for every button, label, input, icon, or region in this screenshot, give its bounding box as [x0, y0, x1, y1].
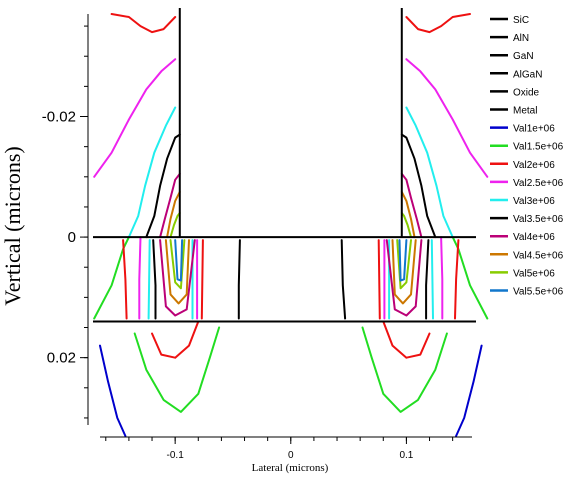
legend-label: Val2.5e+06: [513, 178, 564, 189]
contour-Val2e+06-3: [200, 239, 204, 320]
contour-Val3e+06-4: [430, 239, 434, 320]
legend-label: Val3e+06: [513, 196, 555, 207]
legend-label: Val1.5e+06: [513, 142, 564, 153]
contour-Val2e+06-2: [151, 320, 200, 359]
contour-Val4.5e+06-3: [400, 190, 416, 239]
contour-Val2.5e+06-0: [93, 58, 177, 178]
contour-Val3.5e+06-3: [340, 239, 347, 320]
y-axis-label: Vertical (microns): [0, 146, 25, 305]
legend-label: Oxide: [513, 87, 540, 98]
x-tick-label: 0: [288, 450, 294, 461]
legend-label: Val2e+06: [513, 160, 555, 171]
contour-Val5.5e+06-0: [174, 239, 184, 282]
contour-Val4.5e+06-1: [164, 239, 190, 305]
contour-Val2e+06-5: [382, 320, 431, 359]
y-tick-label: -0.02: [42, 109, 76, 126]
contour-Val3.5e+06-4: [425, 239, 430, 320]
contour-Val1.5e+06-2: [361, 326, 448, 413]
contour-Val3e+06-5: [405, 106, 454, 239]
legend-label: Val5e+06: [513, 268, 555, 279]
contour-Val2.5e+06-5: [405, 58, 489, 178]
contour-Val4e+06-1: [159, 239, 196, 317]
legend-label: SiC: [513, 15, 529, 26]
contour-Val3.5e+06-2: [237, 239, 241, 320]
contour-Val4e+06-3: [400, 172, 423, 239]
contour-Val2e+06-7: [405, 13, 471, 34]
contour-Val3.5e+06-5: [400, 133, 437, 239]
contour-Val2e+06-1: [122, 239, 128, 320]
legend-label: Val5.5e+06: [513, 287, 564, 298]
contour-Val4e+06-2: [385, 239, 423, 317]
contour-Val2e+06-4: [377, 239, 381, 320]
y-tick-label: 0: [68, 229, 76, 246]
contour-Val3e+06-0: [127, 106, 177, 239]
contour-Val3.5e+06-1: [152, 239, 157, 320]
contour-Val1.5e+06-0: [93, 236, 130, 320]
device-structure: [93, 8, 476, 323]
contour-Val2e+06-6: [454, 239, 460, 320]
contour-Val5.5e+06-1: [398, 239, 408, 282]
contour-Val2.5e+06-1: [138, 236, 142, 320]
y-tick-label: 0.02: [47, 350, 76, 367]
contour-Val5e+06-0: [169, 212, 181, 239]
contour-Val5e+06-3: [400, 212, 412, 239]
x-tick-label: 0.1: [399, 450, 413, 461]
contour-Val3e+06-1: [147, 239, 151, 320]
x-axis-label: Lateral (microns): [252, 462, 329, 474]
legend-label: GaN: [513, 51, 534, 62]
legend-label: Metal: [513, 106, 537, 117]
legend-label: AlN: [513, 33, 529, 44]
contour-Val4.5e+06-2: [391, 239, 417, 305]
contour-lines: [93, 13, 489, 437]
legend-label: Val4.5e+06: [513, 250, 564, 261]
legend-label: Val3.5e+06: [513, 214, 564, 225]
contour-Val4.5e+06-0: [166, 190, 181, 239]
contour-Val2e+06-0: [110, 13, 177, 34]
contour-Val2.5e+06-4: [440, 236, 444, 320]
contour-Val1e+06-0: [99, 344, 127, 437]
contour-Val5e+06-2: [396, 239, 412, 290]
x-tick-label: -0.1: [167, 450, 185, 461]
axes: -0.02 0 0.02 -0.1 0 0.1: [42, 14, 472, 461]
contour-Val5e+06-1: [169, 239, 186, 290]
legend-label: AlGaN: [513, 69, 542, 80]
legend: SiC AlN GaN AlGaN Oxide Metal Val1e+06 Val1.5e+…: [490, 15, 564, 298]
legend-label: Val1e+06: [513, 124, 555, 135]
contour-Val1e+06-1: [455, 344, 483, 437]
legend-label: Val4e+06: [513, 232, 555, 243]
contour-Val4e+06-0: [159, 172, 181, 239]
contour-Val1.5e+06-3: [451, 236, 489, 320]
contour-Val1.5e+06-1: [133, 326, 221, 413]
contour-Val3.5e+06-0: [145, 133, 181, 239]
